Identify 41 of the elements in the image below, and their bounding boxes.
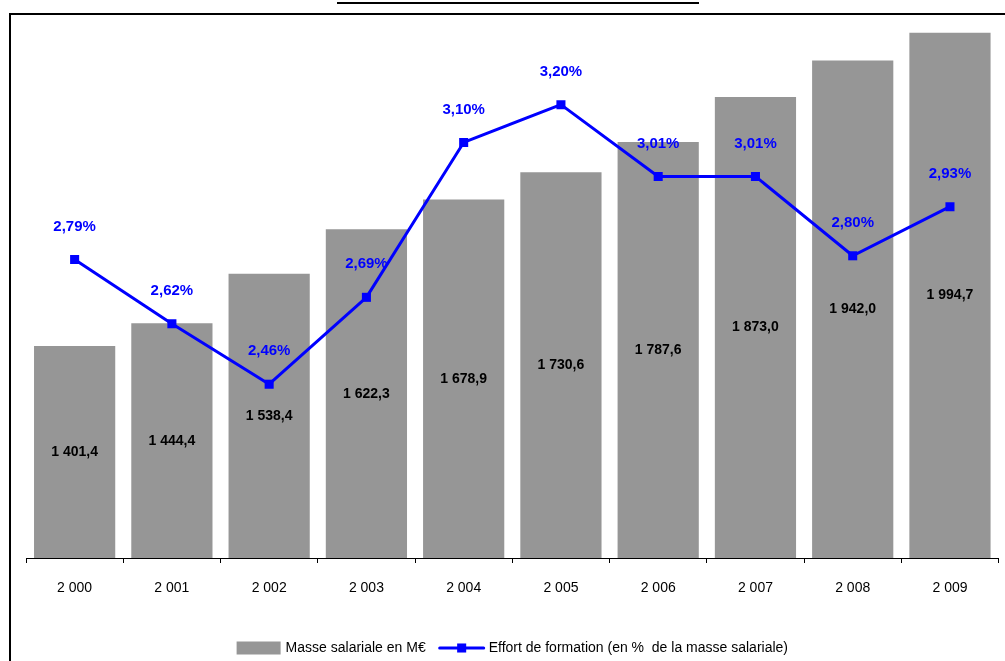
x-tick-label: 2 002 (251, 579, 287, 596)
x-tick-label: 2 000 (57, 579, 93, 596)
x-tick-label: 2 009 (932, 579, 968, 596)
x-tick-label: 2 008 (835, 579, 871, 596)
x-tick-label: 2 005 (543, 579, 579, 596)
point (945, 202, 955, 212)
data-label: 1 873,0 (732, 318, 780, 335)
point (750, 171, 760, 181)
data-label: 1 622,3 (343, 384, 390, 401)
x-tick-label: 2 004 (446, 579, 482, 596)
point (848, 251, 858, 261)
x-tick-label: 2 003 (348, 579, 385, 596)
data-label: 3,01% (734, 133, 777, 151)
data-label: 1 538,4 (245, 406, 293, 423)
point (653, 171, 663, 181)
point (361, 292, 371, 302)
x-tick-label: 2 001 (154, 579, 190, 596)
data-label: 2,62% (150, 280, 194, 298)
data-label: 2,69% (345, 254, 388, 272)
data-label: 1 730,6 (537, 355, 585, 372)
data-label: 1 678,9 (440, 369, 488, 386)
data-label: 1 401,4 (51, 442, 99, 459)
point (264, 379, 274, 389)
point (167, 319, 177, 329)
data-label: 2,93% (928, 163, 972, 181)
point (70, 255, 80, 265)
data-label: 1 942,0 (829, 300, 877, 317)
data-label: 3,10% (442, 99, 485, 117)
legend-label: Masse salariale en M€ (285, 638, 426, 655)
data-label: 2,80% (831, 212, 874, 230)
data-label: 1 994,7 (926, 286, 974, 303)
point (556, 100, 566, 110)
data-label: 1 444,4 (148, 431, 196, 448)
data-label: 3,20% (539, 61, 583, 79)
x-tick-label: 2 007 (737, 579, 774, 596)
legend-label: Effort de formation (en % de la masse salariale) (488, 638, 788, 655)
data-label: 1 787,6 (634, 340, 682, 357)
point (459, 137, 469, 147)
data-label: 2,46% (247, 341, 291, 359)
data-label: 2,79% (53, 216, 96, 234)
x-tick-label: 2 006 (640, 579, 676, 596)
